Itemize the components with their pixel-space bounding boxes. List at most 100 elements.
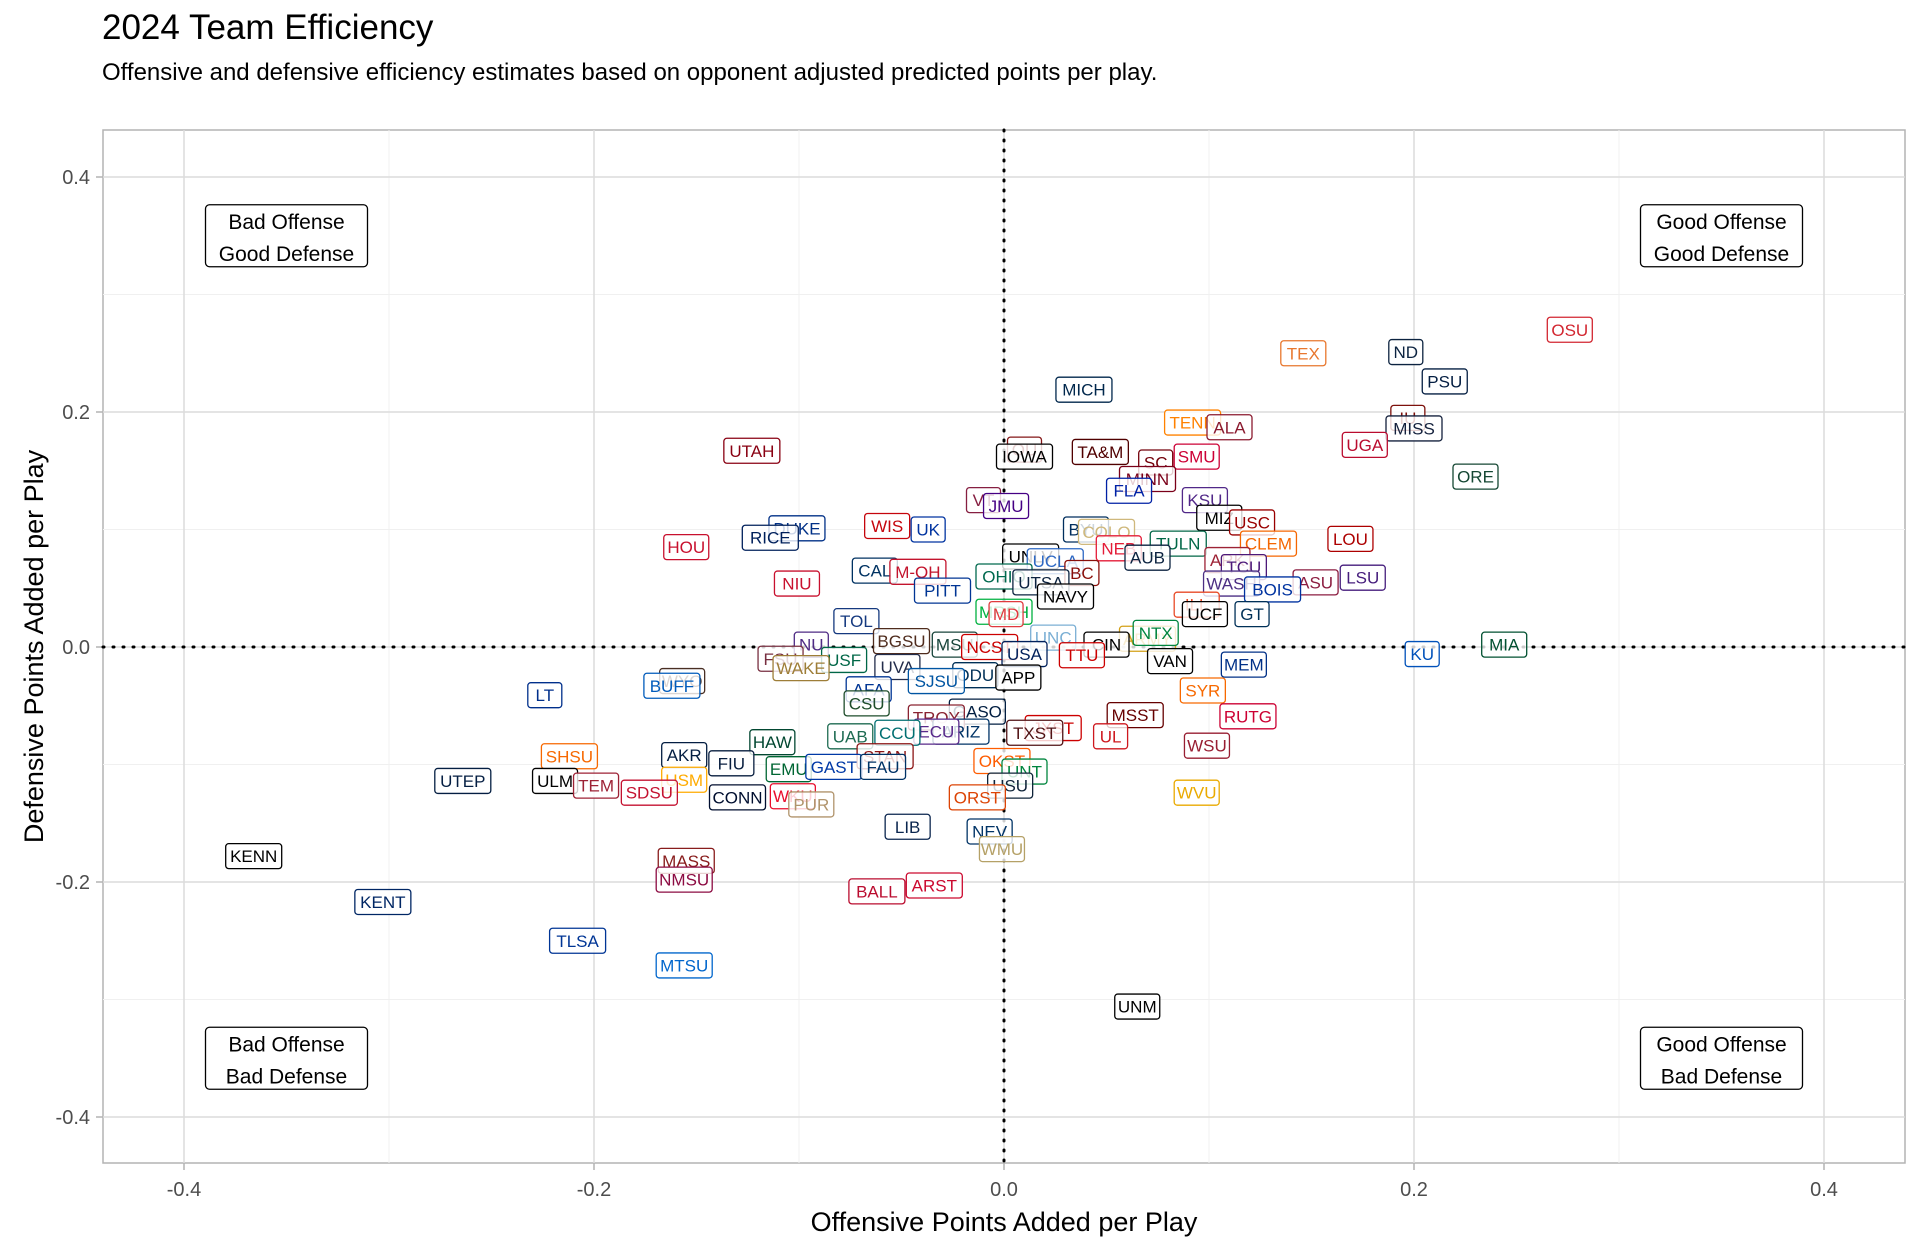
team-label-text: WAKE — [776, 659, 825, 678]
team-label: KU — [1404, 640, 1440, 668]
team-label-box — [620, 779, 678, 806]
team-label-text: BALL — [856, 882, 898, 901]
team-label-text: MASS — [662, 852, 710, 871]
team-label: ND — [1388, 338, 1424, 366]
team-label-box — [1146, 647, 1194, 675]
team-label: HAW — [749, 729, 796, 756]
team-label: LOU — [1327, 525, 1374, 553]
team-label-text: PITT — [924, 582, 961, 601]
team-label-text: SMU — [1178, 448, 1216, 467]
team-label: APP — [995, 664, 1042, 691]
team-label-box — [663, 533, 710, 561]
team-label-box — [988, 600, 1024, 628]
team-label: HOU — [663, 533, 710, 561]
team-label: UTAH — [723, 437, 781, 464]
team-label-text: EMU — [770, 760, 808, 779]
team-label: LSU — [1339, 564, 1386, 591]
team-label-box — [1546, 316, 1593, 343]
team-label: USF — [820, 646, 868, 674]
team-label-text: APP — [1001, 669, 1035, 688]
team-label-text: WVU — [1177, 784, 1217, 803]
team-label-box — [872, 627, 931, 655]
team-label-text: USA — [1007, 645, 1043, 664]
team-label-box — [643, 672, 701, 699]
team-label-text: KU — [1410, 645, 1434, 664]
team-label-text: MIZ — [1205, 509, 1234, 528]
quadrant-label: Bad Offense Good Defense — [204, 204, 369, 268]
quadrant-label: Good Offense Good Defense — [1639, 204, 1804, 268]
team-label: UAB — [827, 723, 874, 750]
team-label-text: SYR — [1185, 681, 1220, 700]
team-label-box — [1481, 631, 1528, 658]
team-label-box — [859, 753, 907, 780]
team-label: NIU — [773, 570, 821, 597]
team-label-box — [1234, 600, 1270, 628]
team-label-text: CONN — [712, 788, 762, 807]
team-label: LIB — [884, 813, 931, 840]
team-label-text: USF — [827, 651, 861, 670]
x-axis-title: Offensive Points Added per Play — [811, 1207, 1198, 1237]
team-label-text: SDSU — [626, 784, 673, 803]
team-label-text: UVA — [881, 658, 915, 677]
team-label-text: BC — [1070, 564, 1094, 583]
team-label: ARST — [905, 872, 963, 899]
team-label-box — [978, 835, 1026, 863]
team-label-box — [995, 664, 1042, 691]
team-label-text: MEM — [1224, 656, 1264, 675]
team-label: BOIS — [1243, 576, 1302, 603]
team-label-box — [708, 750, 755, 777]
team-label-box — [1339, 564, 1386, 591]
team-label-text: MTSU — [660, 956, 708, 975]
x-tick-label: 0.4 — [1810, 1179, 1838, 1201]
team-label-text: GT — [1240, 605, 1264, 624]
team-label: UCF — [1181, 600, 1229, 628]
team-label-box — [1280, 340, 1327, 367]
team-label: CCU — [874, 719, 921, 746]
team-label-text: KENT — [360, 893, 405, 912]
team-label-box — [1036, 583, 1095, 610]
team-label-box — [1106, 702, 1164, 729]
team-label-text: SHSU — [546, 747, 593, 766]
team-label: PUR — [788, 791, 835, 818]
team-label: SJSU — [907, 667, 965, 695]
team-label-text: BGSU — [877, 632, 925, 651]
team-label-text: ORST — [954, 788, 1001, 807]
team-label-box — [1421, 368, 1468, 395]
team-label-box — [723, 437, 781, 464]
team-label-box — [1327, 525, 1374, 553]
team-label-text: CSU — [849, 694, 885, 713]
team-label-box — [1179, 677, 1226, 704]
team-label: NMSU — [655, 866, 713, 893]
team-label: MEM — [1220, 651, 1267, 678]
team-label: CLEM — [1239, 530, 1298, 557]
quadrant-label-box — [204, 204, 369, 268]
x-tick-label: 0.0 — [990, 1179, 1018, 1201]
team-label: CONN — [708, 784, 767, 811]
team-label: USA — [1001, 640, 1048, 668]
team-label: NTX — [1132, 619, 1179, 647]
team-label: UTEP — [434, 767, 492, 795]
team-label-text: UTEP — [440, 772, 485, 791]
team-label: TTU — [1058, 642, 1106, 669]
quadrant-label-text: Good Defense — [219, 243, 354, 266]
team-label: FIU — [708, 750, 755, 777]
team-label-text: TXST — [1013, 724, 1056, 743]
team-label-box — [1239, 530, 1298, 557]
team-label-box — [788, 791, 835, 818]
team-label: EMU — [765, 756, 812, 783]
team-label: BALL — [848, 878, 906, 905]
team-label-text: HAW — [753, 733, 792, 752]
team-label-box — [833, 608, 880, 635]
team-label-text: UL — [1100, 727, 1122, 746]
team-label-box — [848, 878, 906, 905]
team-label-text: ECU — [918, 723, 954, 742]
team-label-text: TA&M — [1077, 443, 1123, 462]
team-label: VAN — [1146, 647, 1194, 675]
team-label-text: GAST — [811, 758, 857, 777]
chart-title: 2024 Team Efficiency — [102, 8, 434, 47]
team-label-text: TENN — [1169, 414, 1215, 433]
team-label-text: NMSU — [659, 871, 709, 890]
team-label-text: WIS — [871, 517, 903, 536]
team-label-text: TEX — [1287, 344, 1320, 363]
